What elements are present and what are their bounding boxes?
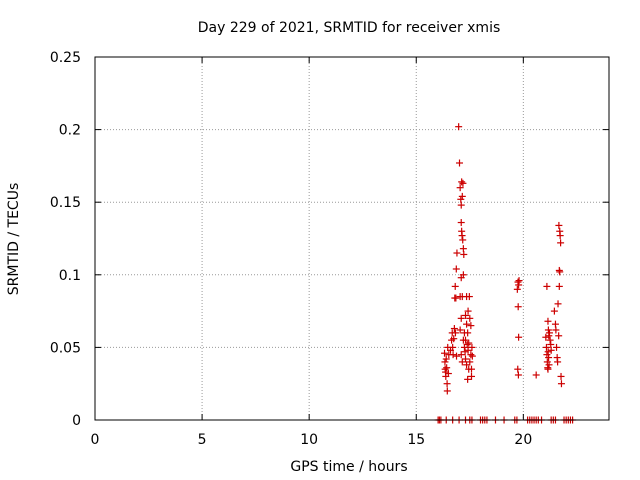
data-point: [464, 307, 472, 315]
data-point: [441, 349, 449, 357]
data-point: [460, 250, 468, 258]
data-point: [553, 343, 561, 351]
data-point: [459, 271, 467, 279]
data-point: [464, 346, 472, 354]
gridlines: [95, 57, 609, 420]
data-points: [434, 123, 577, 424]
data-point: [458, 192, 466, 200]
data-point: [457, 314, 465, 322]
data-point: [458, 358, 466, 366]
chart-title: Day 229 of 2021, SRMTID for receiver xmi…: [198, 20, 501, 36]
data-point: [468, 352, 476, 360]
data-point: [556, 232, 564, 240]
data-point: [453, 352, 461, 360]
data-point: [545, 354, 553, 362]
data-point: [452, 265, 460, 273]
data-point: [542, 333, 550, 341]
data-point: [557, 239, 565, 247]
data-point: [556, 268, 564, 276]
data-point: [557, 372, 565, 380]
data-point: [443, 387, 451, 395]
data-point: [546, 336, 554, 344]
data-point: [555, 221, 563, 229]
plot-area-border: [94, 56, 610, 421]
y-tick-label: 0.05: [50, 340, 81, 356]
data-point: [467, 322, 475, 330]
data-point: [463, 340, 471, 348]
data-point: [456, 159, 464, 167]
data-point: [552, 326, 560, 334]
x-tick-label: 0: [91, 432, 100, 448]
data-point: [547, 346, 555, 354]
data-point: [468, 365, 476, 373]
data-point: [554, 358, 562, 366]
data-point: [467, 351, 475, 359]
y-tick-label: 0.1: [59, 268, 81, 284]
data-point: [457, 219, 465, 227]
data-point: [513, 285, 521, 293]
data-point: [459, 236, 467, 244]
data-point: [457, 351, 465, 359]
data-point: [463, 293, 471, 301]
x-tick-label: 5: [198, 432, 207, 448]
x-tick-label: 15: [407, 432, 425, 448]
data-point: [458, 178, 466, 186]
data-point: [461, 348, 469, 356]
data-point: [555, 282, 563, 290]
data-point: [462, 311, 470, 319]
data-point: [544, 365, 552, 373]
data-point: [550, 307, 558, 315]
data-point: [450, 325, 458, 333]
data-point: [457, 201, 465, 209]
data-point: [544, 317, 552, 325]
data-point: [554, 300, 562, 308]
data-point: [543, 282, 551, 290]
x-tick-label: 20: [514, 432, 532, 448]
data-point: [451, 329, 459, 337]
data-point: [557, 380, 565, 388]
data-point: [515, 277, 523, 285]
data-point: [449, 343, 457, 351]
y-tick-label: 0.15: [50, 195, 81, 211]
data-point: [555, 332, 563, 340]
data-point: [542, 343, 550, 351]
data-point: [514, 365, 522, 373]
x-tick-label: 10: [300, 432, 318, 448]
data-point: [545, 329, 553, 337]
axis-ticks: 0 5 10 15 20 0 0.05 0.1 0.15 0.2 0.25: [50, 50, 609, 448]
data-point: [545, 361, 553, 369]
data-point: [514, 371, 522, 379]
data-point: [453, 249, 461, 257]
data-point: [455, 123, 463, 131]
data-point: [468, 372, 476, 380]
data-point: [458, 232, 466, 240]
data-point: [442, 355, 450, 363]
data-point: [456, 326, 464, 334]
data-point: [532, 371, 540, 379]
x-axis-label: GPS time / hours: [290, 459, 407, 475]
y-tick-label: 0.25: [50, 50, 81, 66]
data-point: [468, 343, 476, 351]
data-point: [443, 380, 451, 388]
data-point: [462, 336, 470, 344]
y-tick-label: 0.2: [59, 123, 81, 139]
data-point: [463, 320, 471, 328]
data-point: [515, 333, 523, 341]
data-point: [514, 303, 522, 311]
data-point: [449, 351, 457, 359]
data-point: [444, 370, 452, 378]
data-point: [451, 282, 459, 290]
data-point: [452, 294, 460, 302]
data-point: [443, 364, 451, 372]
data-point: [459, 179, 467, 187]
y-axis-label: SRMTID / TECUs: [6, 183, 22, 296]
data-point: [466, 358, 474, 366]
data-point: [464, 375, 472, 383]
data-point: [450, 335, 458, 343]
data-point: [456, 184, 464, 192]
y-tick-label: 0: [72, 413, 81, 429]
data-point: [460, 329, 468, 337]
data-point: [466, 314, 474, 322]
